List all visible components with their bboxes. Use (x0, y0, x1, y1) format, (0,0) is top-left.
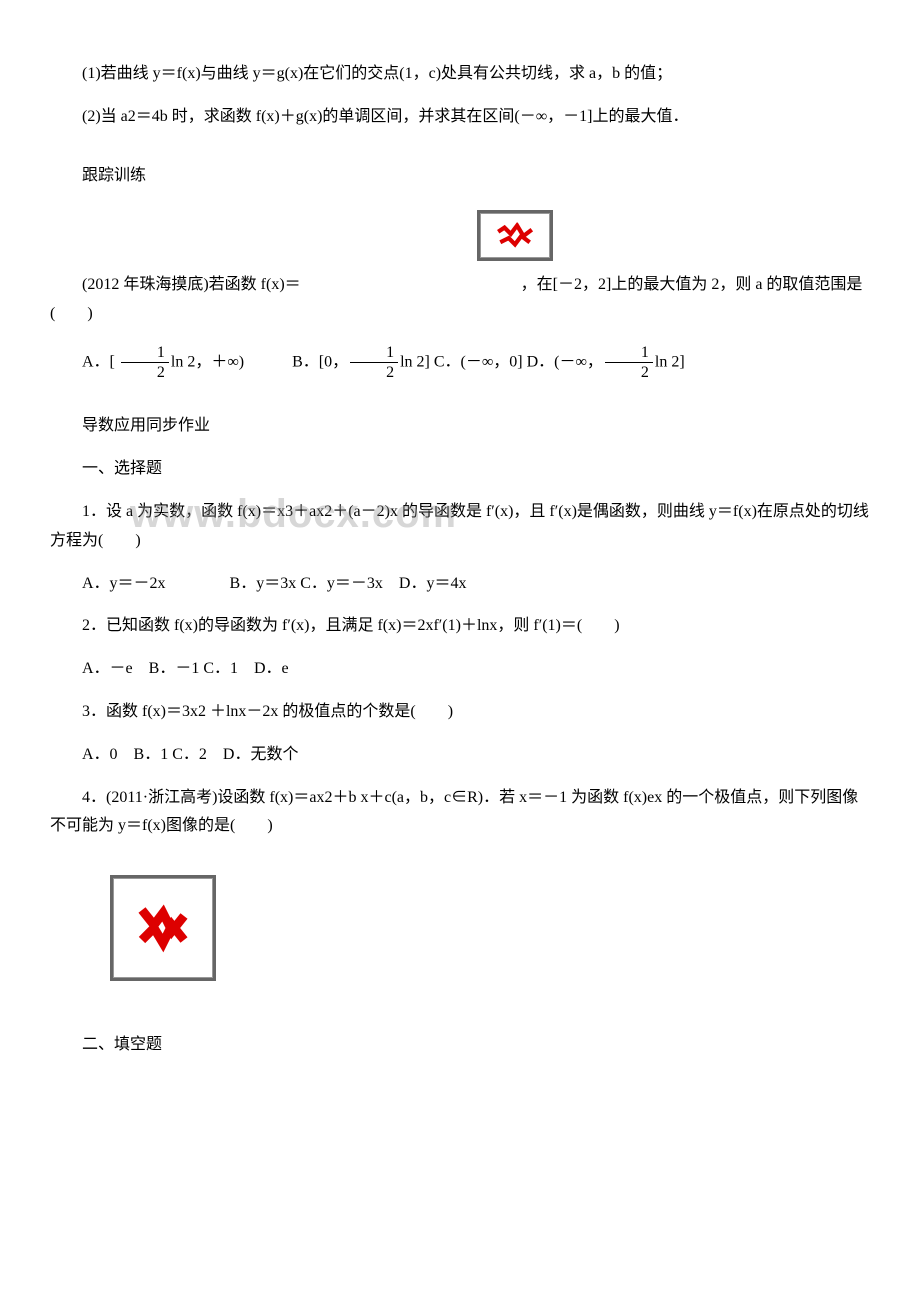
section-2-title: 二、填空题 (50, 1031, 870, 1060)
question-3-options: A．0 B．1 C．2 D．无数个 (50, 741, 870, 770)
follow-training-title: 跟踪训练 (50, 162, 870, 191)
broken-image-container-1 (160, 210, 870, 261)
opt-frag-1: A．[ (82, 353, 119, 370)
question-1-options: A．y＝－2x B．y＝3x C．y＝－3x D．y＝4x (50, 570, 870, 599)
follow-question: (2012 年珠海摸底)若函数 f(x)＝，在[－2，2]上的最大值为 2，则 … (50, 271, 870, 329)
broken-image-icon (477, 210, 553, 261)
question-2-options: A．－e B．－1 C．1 D．e (50, 655, 870, 684)
question-1: 1．设 a 为实数，函数 f(x)＝x3＋ax2＋(a－2)x 的导函数是 f′… (50, 498, 870, 556)
fraction-1: 12 (121, 343, 169, 382)
broken-image-container-2 (50, 855, 870, 1001)
question-2: 2．已知函数 f(x)的导函数为 f′(x)，且满足 f(x)＝2xf′(1)＋… (50, 612, 870, 641)
homework-title: 导数应用同步作业 (50, 412, 870, 441)
opt-frag-3: ln 2] C．(－∞，0] D．(－∞， (400, 353, 603, 370)
follow-options: A．[ 12ln 2，＋∞) B．[0，12ln 2] C．(－∞，0] D．(… (50, 343, 870, 382)
question-4: 4．(2011·浙江高考)设函数 f(x)＝ax2＋b x＋c(a，b，c∈R)… (50, 784, 870, 842)
broken-image-icon-large (110, 875, 216, 981)
question-part-2: (2)当 a2＝4b 时，求函数 f(x)＋g(x)的单调区间，并求其在区间(－… (50, 103, 870, 132)
question-3: 3．函数 f(x)＝3x2 ＋lnx－2x 的极值点的个数是( ) (50, 698, 870, 727)
opt-frag-4: ln 2] (655, 353, 685, 370)
opt-frag-2: ln 2，＋∞) B．[0， (171, 353, 348, 370)
section-1-title: 一、选择题 (50, 455, 870, 484)
follow-q-text-a: (2012 年珠海摸底)若函数 f(x)＝ (82, 276, 301, 293)
fraction-3: 12 (605, 343, 653, 382)
fraction-2: 12 (350, 343, 398, 382)
question-part-1: (1)若曲线 y＝f(x)与曲线 y＝g(x)在它们的交点(1，c)处具有公共切… (50, 60, 870, 89)
